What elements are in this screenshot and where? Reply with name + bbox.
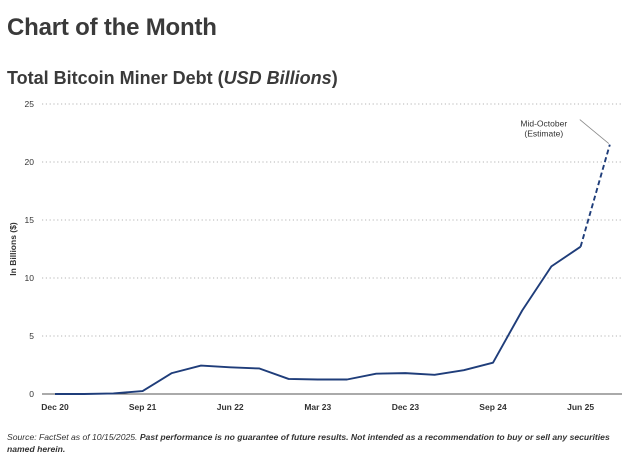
y-tick-label: 5 [29,331,34,341]
y-tick-label: 10 [25,273,35,283]
y-tick-label: 25 [25,99,35,109]
annotation-leader-line [579,119,610,144]
y-tick-label: 15 [25,215,35,225]
x-tick-label: Jun 25 [567,402,594,412]
series-line-actual [55,245,582,395]
y-tick-label: 20 [25,157,35,167]
series-group [55,144,611,395]
x-tick-label: Jun 22 [217,402,244,412]
chart-title: Total Bitcoin Miner Debt (USD Billions) [7,68,338,88]
footnote: Source: FactSet as of 10/15/2025. Past p… [7,431,635,455]
x-tick-label: Sep 21 [129,402,157,412]
annotation-text-line2: (Estimate) [524,129,563,139]
chart-title-text: Total Bitcoin Miner Debt [7,68,213,88]
footnote-disclaimer: Past performance is no guarantee of futu… [7,432,610,454]
series-line-estimate [579,144,611,247]
y-tick-label: 0 [29,389,34,399]
y-axis-label: In Billions ($) [8,222,18,276]
x-tick-label: Sep 24 [479,402,507,412]
footnote-source: Source: FactSet as of 10/15/2025. [7,432,138,442]
page-title: Chart of the Month [7,14,217,41]
y-tick-labels: 0 5 10 15 20 25 [25,99,35,399]
chart-title-unit: USD Billions [223,68,332,88]
x-tick-label: Dec 23 [392,402,420,412]
x-tick-label: Mar 23 [304,402,331,412]
x-tick-labels: Dec 20 Sep 21 Jun 22 Mar 23 Dec 23 Sep 24 Jun … [41,402,594,412]
x-tick-label: Dec 20 [41,402,69,412]
grid-lines [42,103,622,337]
annotation-text-line1: Mid-October [520,119,567,129]
